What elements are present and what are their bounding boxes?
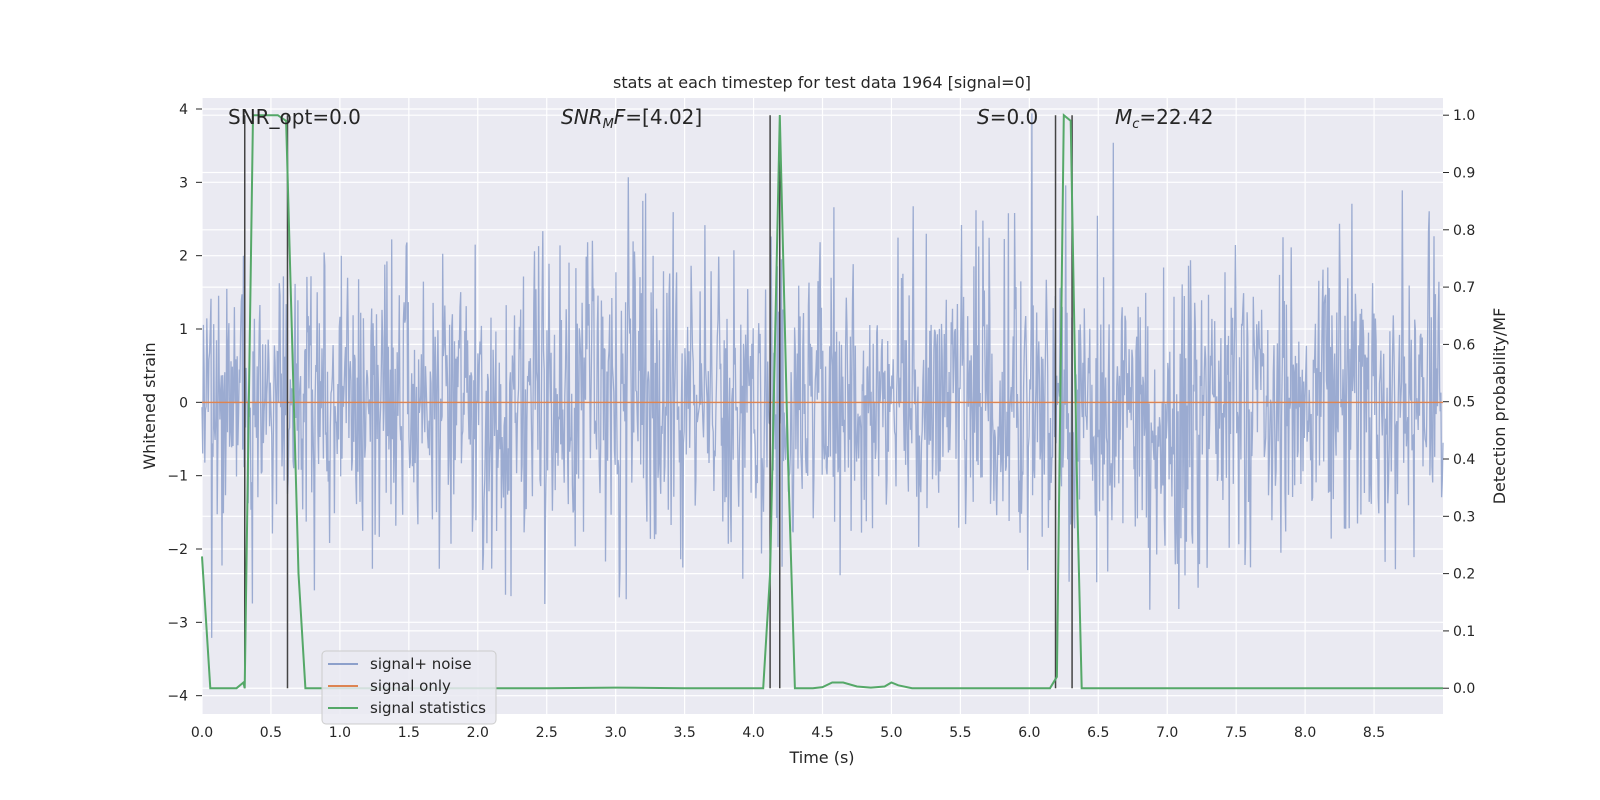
x-axis-ticks: 0.0 0.5 1.0 1.5 2.0 2.5 3.0 3.5 4.0 4.5 5.0 5.5 6.0 6… xyxy=(191,725,1385,741)
x-tick-label: 7.0 xyxy=(1156,725,1178,741)
annotation-mc: Mc=22.42 xyxy=(1115,105,1213,132)
y-axis-right-ticks: 0.0 0.1 0.2 0.3 0.4 0.5 0.6 0.7 0.8 0.9 1.0 xyxy=(1443,108,1475,697)
annotation-snr-opt: SNR_opt=0.0 xyxy=(228,105,361,129)
y-right-tick-label: 0.9 xyxy=(1453,165,1475,181)
x-tick-label: 1.0 xyxy=(329,725,351,741)
x-tick-label: 8.0 xyxy=(1294,725,1316,741)
annotation-s: S=0.0 xyxy=(977,105,1038,129)
y-left-tick-label: 0 xyxy=(179,395,188,411)
y-right-tick-label: 0.3 xyxy=(1453,509,1475,525)
x-tick-label: 6.0 xyxy=(1018,725,1040,741)
y-right-tick-label: 0.6 xyxy=(1453,337,1475,353)
x-tick-label: 2.5 xyxy=(536,725,558,741)
x-tick-label: 3.5 xyxy=(673,725,695,741)
noise-line xyxy=(201,113,1444,638)
legend-box xyxy=(321,650,497,725)
x-tick-label: 5.0 xyxy=(880,725,902,741)
x-tick-label: 4.5 xyxy=(811,725,833,741)
x-tick-label: 0.5 xyxy=(260,725,282,741)
x-tick-label: 0.0 xyxy=(191,725,213,741)
y-axis-left-ticks: −4 −3 −2 −1 0 1 2 3 4 xyxy=(167,102,202,705)
x-tick-label: 3.0 xyxy=(605,725,627,741)
y-right-tick-label: 1.0 xyxy=(1453,108,1475,124)
x-tick-label: 2.0 xyxy=(467,725,489,741)
x-axis-label: Time (s) xyxy=(788,748,854,767)
legend-label-noise: signal+ noise xyxy=(370,655,472,673)
y-left-tick-label: 3 xyxy=(179,175,188,191)
legend-label-statistics: signal statistics xyxy=(370,699,486,717)
x-tick-label: 4.0 xyxy=(742,725,764,741)
x-tick-label: 8.5 xyxy=(1363,725,1385,741)
y-left-tick-label: 2 xyxy=(179,249,188,265)
y-right-tick-label: 0.5 xyxy=(1453,395,1475,411)
annotation-snr-mf: SNRMF=[4.02] xyxy=(561,105,702,132)
x-tick-label: 7.5 xyxy=(1225,725,1247,741)
legend: signal+ noise signal only signal statist… xyxy=(321,650,497,725)
x-tick-label: 6.5 xyxy=(1087,725,1109,741)
signal-statistics-series xyxy=(201,113,1443,690)
y-right-tick-label: 0.1 xyxy=(1453,624,1475,640)
x-tick-label: 1.5 xyxy=(398,725,420,741)
noise-series xyxy=(201,113,1444,638)
y-axis-left-label: Whitened strain xyxy=(140,342,159,469)
y-axis-right-label: Detection probability/MF xyxy=(1490,308,1509,505)
y-left-tick-label: −1 xyxy=(167,469,188,485)
statistics-line xyxy=(201,113,1443,690)
y-left-tick-label: −3 xyxy=(167,615,188,631)
y-right-tick-label: 0.2 xyxy=(1453,567,1475,583)
legend-label-signal-only: signal only xyxy=(370,677,451,695)
y-right-tick-label: 0.8 xyxy=(1453,223,1475,239)
y-right-tick-label: 0.4 xyxy=(1453,452,1475,468)
y-left-tick-label: −4 xyxy=(167,689,188,705)
y-left-tick-label: 4 xyxy=(179,102,188,118)
chart-title: stats at each timestep for test data 196… xyxy=(613,73,1031,92)
y-left-tick-label: −2 xyxy=(167,542,188,558)
y-right-tick-label: 0.0 xyxy=(1453,681,1475,697)
y-left-tick-label: 1 xyxy=(179,322,188,338)
x-tick-label: 5.5 xyxy=(949,725,971,741)
y-right-tick-label: 0.7 xyxy=(1453,280,1475,296)
